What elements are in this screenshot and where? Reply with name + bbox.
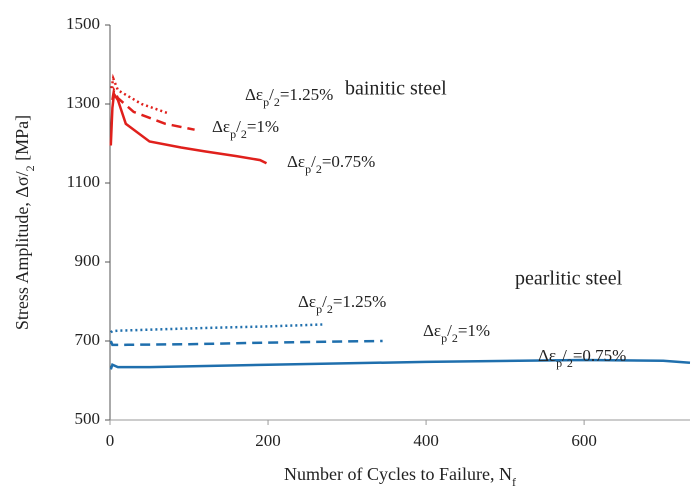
- series-label-part: =1%: [247, 117, 279, 136]
- series-label-part: p: [263, 95, 269, 109]
- series-label: Δεp/2=1%: [423, 321, 490, 345]
- series-label: Δεp/2=0.75%: [287, 152, 375, 176]
- series-label-part: p: [305, 162, 311, 176]
- series-label-part: /: [562, 346, 567, 365]
- series-label-part: =1%: [458, 321, 490, 340]
- series-label-part: Δε: [298, 292, 316, 311]
- series-line: [109, 339, 383, 347]
- series-label-part: Δε: [538, 346, 556, 365]
- series-label-part: p: [316, 302, 322, 316]
- y-tick-label: 700: [75, 330, 101, 349]
- series-label-part: Δε: [245, 85, 263, 104]
- series-label-part: Δε: [212, 117, 230, 136]
- series-line: [110, 323, 325, 334]
- series-line: [111, 86, 195, 131]
- series-label-part: =1.25%: [333, 292, 387, 311]
- x-axis-label-part: Number of Cycles to Failure, N: [284, 464, 512, 484]
- x-axis-label-part: f: [512, 475, 516, 489]
- series-label-part: =0.75%: [573, 346, 627, 365]
- series-label-part: =1.25%: [280, 85, 334, 104]
- y-tick-label: 1100: [67, 172, 100, 191]
- series-label: Δεp/2=1.25%: [245, 85, 333, 109]
- series-label-part: Δε: [423, 321, 441, 340]
- y-axis-label-part: Stress Amplitude, Δσ/: [12, 171, 32, 330]
- series-label-part: p: [230, 127, 236, 141]
- group-label: pearlitic steel: [515, 268, 623, 290]
- x-axis-label: Number of Cycles to Failure, Nf: [284, 464, 516, 489]
- series-line: [110, 73, 169, 115]
- series-label-part: 2: [327, 302, 333, 316]
- series-label-part: p: [556, 356, 562, 370]
- series-label-part: /: [269, 85, 274, 104]
- series-line: [109, 358, 691, 370]
- series-label-part: =0.75%: [322, 152, 376, 171]
- y-tick-label: 900: [75, 251, 101, 270]
- series-label-part: /: [236, 117, 241, 136]
- series-label-part: 2: [452, 331, 458, 345]
- x-tick-label: 200: [255, 431, 281, 450]
- y-axis-label-part: [MPa]: [12, 115, 32, 166]
- series-label-part: 2: [274, 95, 280, 109]
- series-label-part: 2: [241, 127, 247, 141]
- series-label-part: /: [447, 321, 452, 340]
- y-tick-label: 500: [75, 409, 101, 428]
- series-label: Δεp/2=1%: [212, 117, 279, 141]
- series-label-part: /: [311, 152, 316, 171]
- y-tick-label: 1300: [66, 93, 100, 112]
- series-label-part: 2: [316, 162, 322, 176]
- y-axis-label-part: 2: [23, 165, 37, 171]
- y-tick-label: 1500: [66, 14, 100, 33]
- series-label-part: Δε: [287, 152, 305, 171]
- x-tick-label: 400: [413, 431, 439, 450]
- series-label: Δεp/2=0.75%: [538, 346, 626, 370]
- series-label-part: /: [322, 292, 327, 311]
- x-tick-label: 600: [571, 431, 597, 450]
- group-label: bainitic steel: [345, 78, 447, 100]
- series-label-part: p: [441, 331, 447, 345]
- series-label-part: 2: [567, 356, 573, 370]
- x-tick-label: 0: [106, 431, 115, 450]
- y-axis-label: Stress Amplitude, Δσ/2 [MPa]: [12, 115, 37, 330]
- series-label: Δεp/2=1.25%: [298, 292, 386, 316]
